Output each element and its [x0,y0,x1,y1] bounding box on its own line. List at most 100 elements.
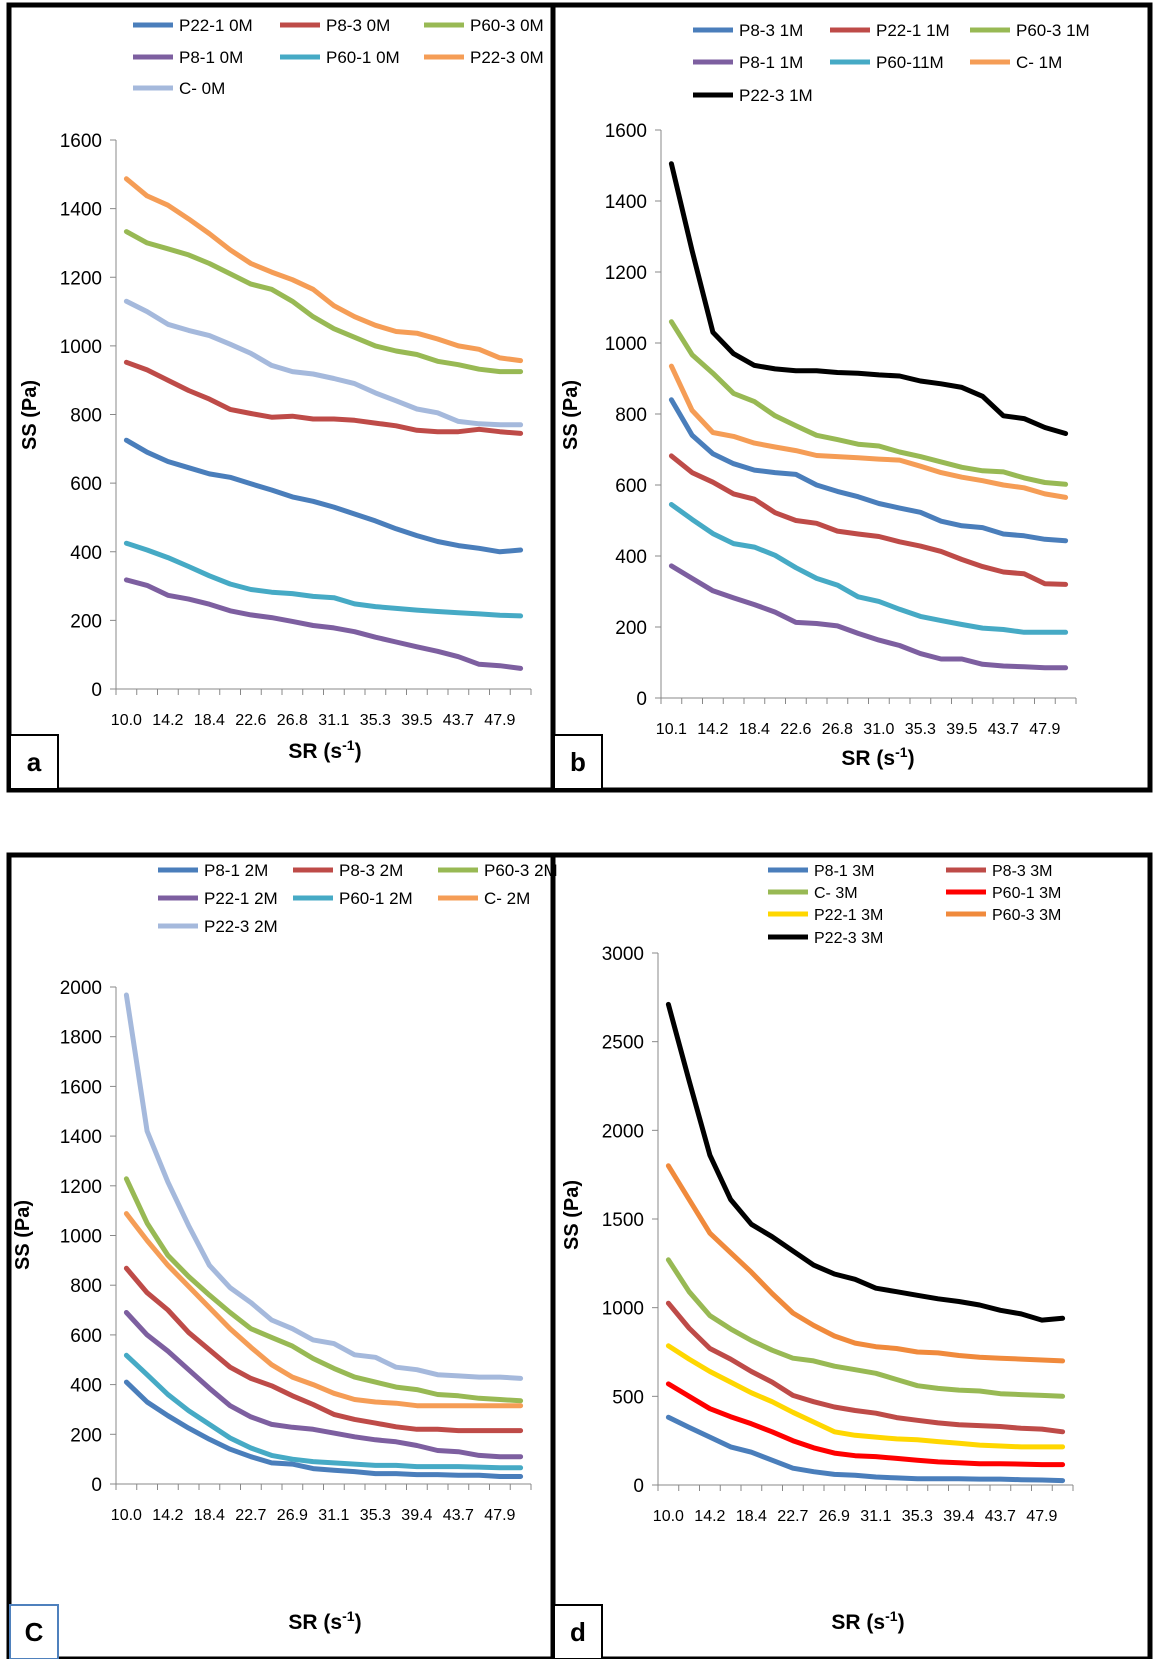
x-tick-label: 39.5 [946,721,977,738]
y-tick-label: 800 [70,406,102,427]
panel-label: d [570,1617,586,1647]
x-tick-label: 14.2 [694,1508,725,1525]
y-tick-label: 800 [615,405,647,426]
legend-label: P60-3 3M [992,907,1061,924]
legend-label: P8-1 3M [814,863,874,880]
y-tick-label: 800 [70,1276,102,1297]
legend-label: P60-11M [876,53,944,72]
legend-label: P60-1 2M [339,889,413,908]
x-axis-title-close: ) [355,740,362,763]
x-tick-label: 31.0 [863,721,894,738]
legend-label: P22-1 0M [179,16,253,35]
y-tick-label: 1000 [602,1299,644,1320]
x-axis-title-close: ) [908,747,915,770]
legend-label: P8-3 3M [992,863,1052,880]
x-axis-title-close: ) [898,1611,905,1634]
x-tick-label: 47.9 [1026,1508,1057,1525]
x-axis-title: SR (s-1) [831,1608,904,1634]
y-axis-title: SS (Pa) [561,1180,583,1250]
series-line [668,319,1069,487]
y-tick-label: 1600 [605,121,647,142]
series-line [668,502,1069,635]
x-tick-label: 26.8 [277,712,308,729]
x-tick-label: 18.4 [736,1508,767,1525]
x-axis-title-superscript: -1 [342,737,355,753]
series-line [668,161,1069,436]
y-tick-label: 2000 [60,978,102,999]
x-tick-label: 35.3 [902,1508,933,1525]
y-tick-label: 200 [615,618,647,639]
y-tick-label: 0 [633,1476,644,1497]
y-tick-label: 500 [612,1387,644,1408]
x-axis-title-main: SR (s [288,1611,342,1634]
y-tick-label: 1000 [60,337,102,358]
legend-label: P8-1 2M [204,861,268,880]
y-tick-label: 1400 [605,192,647,213]
legend-label: P22-1 1M [876,21,950,40]
series-line [123,540,524,619]
x-tick-label: 22.6 [780,721,811,738]
legend-label: P60-1 3M [992,885,1061,902]
y-tick-label: 600 [615,476,647,497]
x-tick-label: 43.7 [988,721,1019,738]
chart-panel-d: 0 500 1000 1500 2000 2500 3000 10.0 14.2 18.4 22.7… [550,852,1153,1659]
x-tick-label: 43.7 [443,1507,474,1524]
legend-label: P22-3 3M [814,930,883,947]
series-line [123,1379,524,1479]
panel-frame [550,852,1153,1659]
x-tick-label: 31.1 [318,1507,349,1524]
x-tick-label: 10.0 [653,1508,684,1525]
y-tick-label: 1000 [605,334,647,355]
y-tick-label: 200 [70,1425,102,1446]
x-axis-title-main: SR (s [288,740,342,763]
x-tick-label: 47.9 [484,1507,515,1524]
series-line [123,1176,524,1404]
series-line [123,298,524,428]
x-tick-label: 43.7 [443,712,474,729]
series-line [668,397,1069,544]
series-line [123,1211,524,1409]
legend-label: C- 1M [1016,53,1062,72]
panel-label: b [570,747,586,777]
x-tick-label: 14.2 [152,1507,183,1524]
series-line [123,359,524,436]
series-line [668,453,1069,587]
y-tick-label: 1800 [60,1028,102,1049]
series-line [665,1414,1066,1484]
x-tick-label: 39.5 [401,712,432,729]
legend-label: P22-3 1M [739,86,813,105]
legend-label: P60-3 0M [470,16,544,35]
panel-frame [550,2,1153,793]
y-tick-label: 2500 [602,1033,644,1054]
y-tick-label: 0 [91,1475,102,1496]
legend-label: P22-3 2M [204,917,278,936]
legend-label: P60-3 1M [1016,21,1090,40]
series-line [665,1257,1066,1399]
chart-panel-b: 0 200 400 600 800 1000 1200 1400 1600 10.1 14.2 18.… [550,2,1153,793]
legend-label: P60-1 0M [326,48,400,67]
series-line [665,1381,1066,1468]
x-tick-label: 18.4 [194,712,225,729]
series-line [668,563,1069,671]
x-tick-label: 10.0 [111,712,142,729]
legend-label: C- 3M [814,885,858,902]
x-axis-title: SR (s-1) [288,737,361,763]
series-line [123,992,524,1381]
y-tick-label: 1000 [60,1227,102,1248]
legend-label: P8-1 0M [179,48,243,67]
x-tick-label: 43.7 [985,1508,1016,1525]
x-tick-label: 26.9 [277,1507,308,1524]
x-tick-label: 39.4 [943,1508,974,1525]
x-tick-label: 18.4 [739,721,770,738]
x-tick-label: 47.9 [1029,721,1060,738]
y-tick-label: 400 [70,543,102,564]
panel-label-box [553,1604,603,1659]
x-axis-title: SR (s-1) [841,744,914,770]
y-tick-label: 1600 [60,1077,102,1098]
legend-label: P60-3 2M [484,861,558,880]
y-tick-label: 1200 [60,268,102,289]
x-axis-title-superscript: -1 [895,744,908,760]
x-axis-title: SR (s-1) [288,1608,361,1634]
series-line [665,1343,1066,1450]
